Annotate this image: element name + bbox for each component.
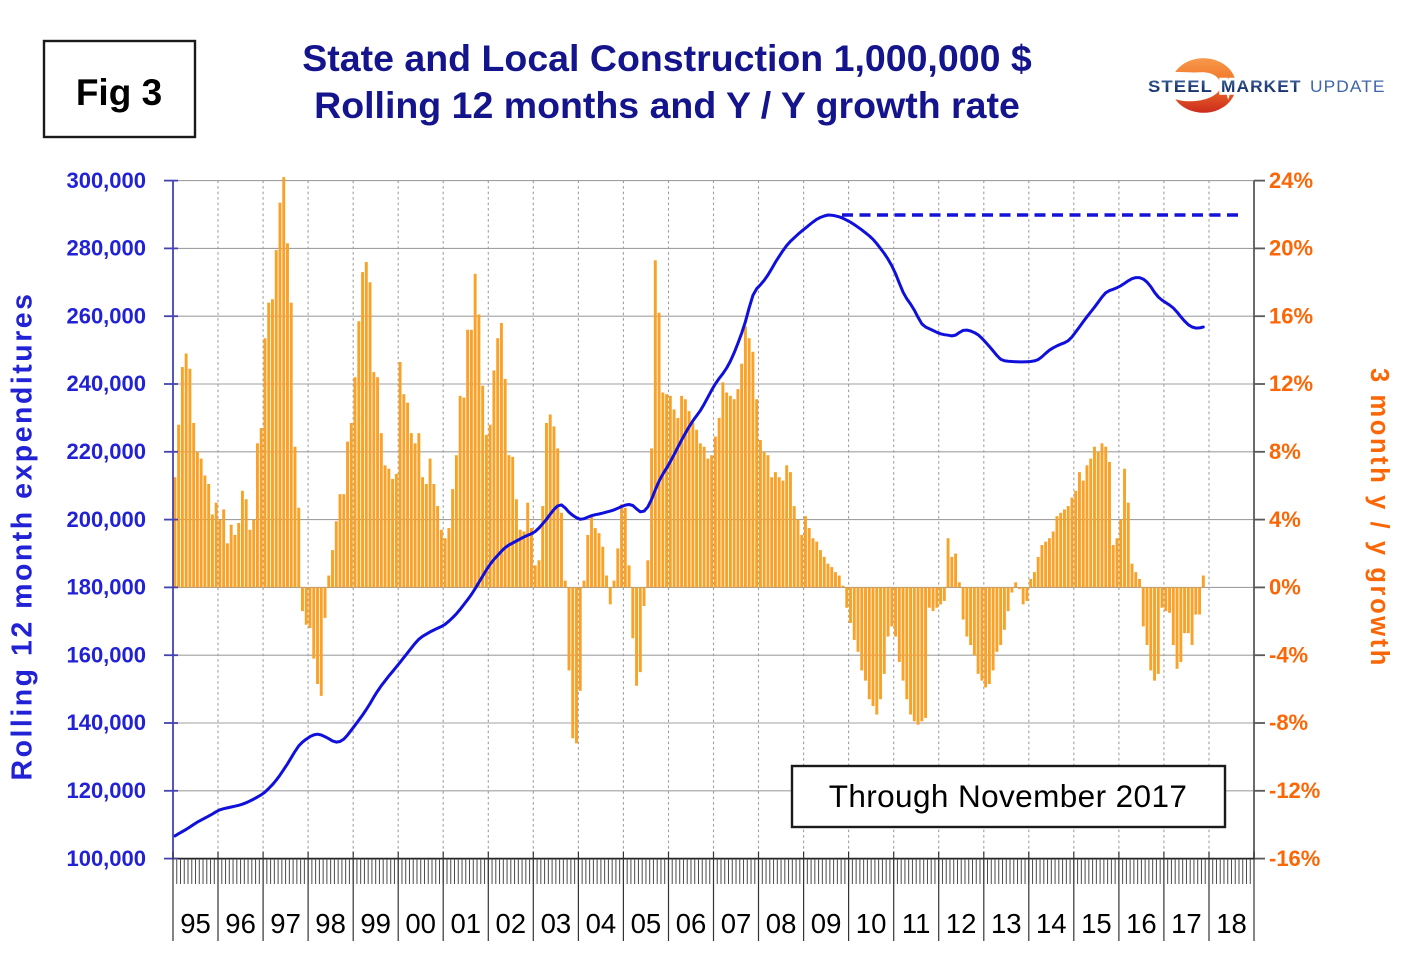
svg-text:14: 14 — [1036, 908, 1067, 939]
svg-text:-4%: -4% — [1269, 642, 1308, 667]
svg-text:01: 01 — [451, 908, 482, 939]
svg-text:02: 02 — [496, 908, 527, 939]
svg-text:96: 96 — [225, 908, 256, 939]
svg-text:12%: 12% — [1269, 371, 1313, 396]
svg-text:16: 16 — [1126, 908, 1157, 939]
svg-text:06: 06 — [676, 908, 707, 939]
svg-text:10: 10 — [856, 908, 887, 939]
svg-text:09: 09 — [811, 908, 842, 939]
svg-text:120,000: 120,000 — [66, 778, 146, 803]
svg-text:Through November 2017: Through November 2017 — [829, 778, 1188, 814]
svg-text:160,000: 160,000 — [66, 642, 146, 667]
svg-text:-16%: -16% — [1269, 846, 1320, 871]
svg-text:300,000: 300,000 — [66, 168, 146, 193]
svg-text:-8%: -8% — [1269, 710, 1308, 735]
svg-text:200,000: 200,000 — [66, 507, 146, 532]
svg-text:State and Local Construction 1: State and Local Construction 1,000,000 $ — [302, 37, 1032, 79]
svg-text:MARKET: MARKET — [1221, 78, 1302, 96]
svg-text:MARKET: MARKET — [1221, 78, 1302, 96]
svg-text:3 month y / y growth: 3 month y / y growth — [1365, 368, 1393, 668]
svg-text:98: 98 — [315, 908, 346, 939]
svg-text:STEEL: STEEL — [1148, 78, 1213, 96]
svg-text:-12%: -12% — [1269, 778, 1320, 803]
svg-text:13: 13 — [991, 908, 1022, 939]
svg-text:Rolling 12 months and Y / Y gr: Rolling 12 months and Y / Y growth rate — [314, 84, 1020, 126]
svg-text:8%: 8% — [1269, 439, 1301, 464]
svg-text:12: 12 — [946, 908, 977, 939]
svg-text:07: 07 — [721, 908, 752, 939]
svg-text:180,000: 180,000 — [66, 575, 146, 600]
svg-text:17: 17 — [1171, 908, 1202, 939]
svg-text:Fig 3: Fig 3 — [76, 72, 162, 113]
svg-text:15: 15 — [1081, 908, 1112, 939]
svg-text:95: 95 — [180, 908, 211, 939]
svg-text:08: 08 — [766, 908, 797, 939]
svg-text:03: 03 — [541, 908, 572, 939]
svg-text:4%: 4% — [1269, 507, 1301, 532]
svg-text:STEEL: STEEL — [1148, 78, 1213, 96]
svg-text:20%: 20% — [1269, 236, 1313, 261]
svg-text:260,000: 260,000 — [66, 303, 146, 328]
svg-text:05: 05 — [631, 908, 662, 939]
svg-text:220,000: 220,000 — [66, 439, 146, 464]
svg-text:99: 99 — [360, 908, 391, 939]
svg-text:97: 97 — [270, 908, 301, 939]
svg-text:00: 00 — [405, 908, 436, 939]
svg-text:04: 04 — [586, 908, 617, 939]
svg-text:16%: 16% — [1269, 303, 1313, 328]
svg-text:0%: 0% — [1269, 575, 1301, 600]
svg-text:100,000: 100,000 — [66, 846, 146, 871]
svg-text:240,000: 240,000 — [66, 371, 146, 396]
svg-text:280,000: 280,000 — [66, 236, 146, 261]
svg-text:Rolling 12 month expenditures: Rolling 12 month expenditures — [7, 292, 39, 781]
svg-text:140,000: 140,000 — [66, 710, 146, 735]
svg-text:11: 11 — [902, 908, 931, 939]
svg-text:24%: 24% — [1269, 168, 1313, 193]
svg-text:UPDATE: UPDATE — [1310, 78, 1386, 96]
svg-text:18: 18 — [1216, 908, 1247, 939]
